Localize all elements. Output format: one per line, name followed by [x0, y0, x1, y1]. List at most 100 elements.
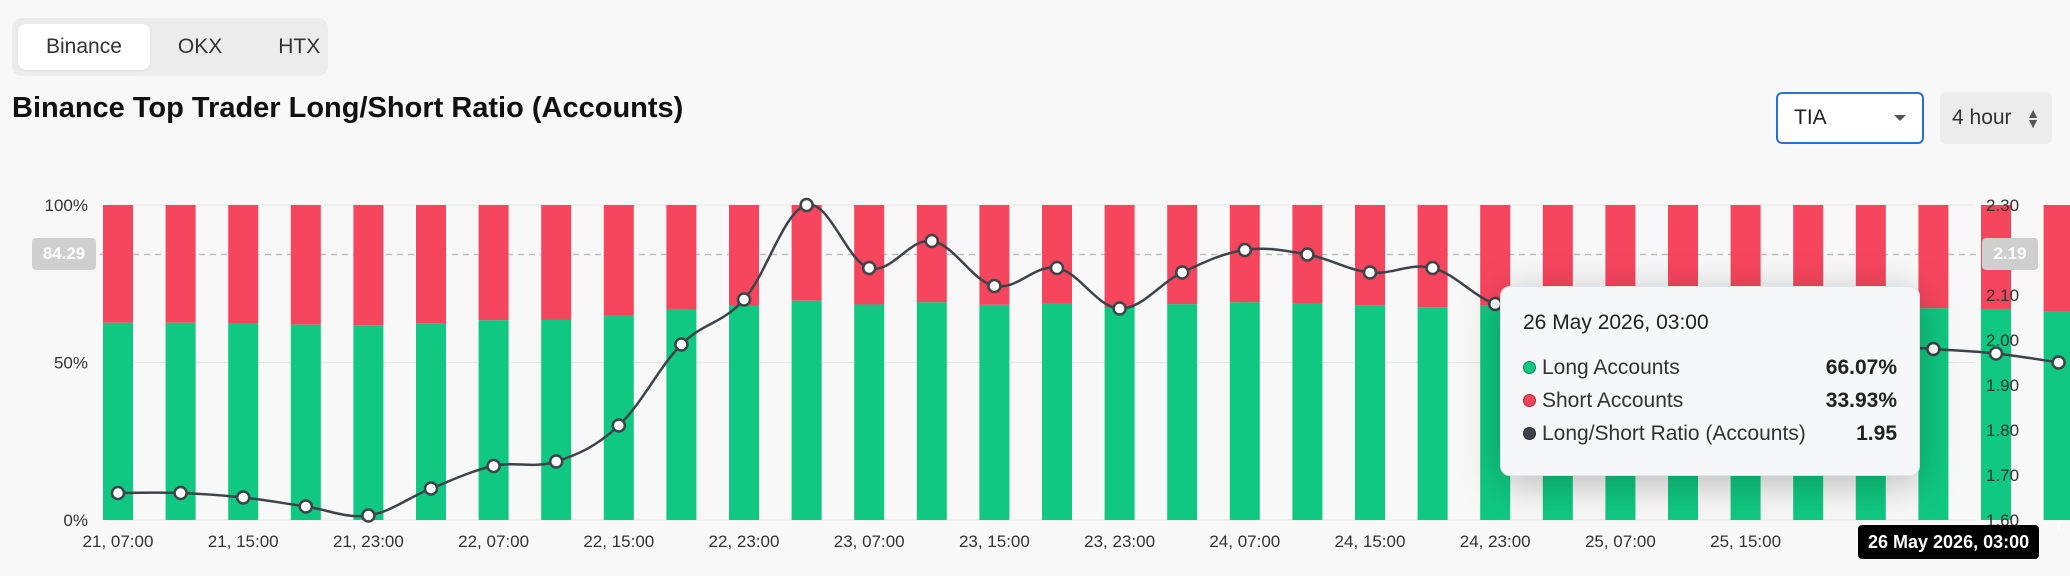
x-axis-tick-label: 25, 07:00: [1585, 532, 1656, 551]
ratio-point: [1049, 260, 1065, 276]
ratio-point: [987, 278, 1002, 294]
ratio-point: [1112, 301, 1127, 316]
ratio-point: [736, 292, 752, 307]
short-bar: [1104, 205, 1135, 309]
ratio-point: [1362, 265, 1378, 280]
long-bar: [729, 305, 759, 520]
long-bar: [979, 304, 1010, 520]
ratio-point: [1237, 242, 1253, 258]
short-bar: [541, 205, 572, 320]
tooltip-date: 26 May 2026, 03:00: [1523, 311, 1709, 334]
tooltip-row-long: Long Accounts 66.07%: [1523, 351, 1897, 384]
tooltip-value: 66.07%: [1825, 355, 1897, 379]
interval-select[interactable]: 4 hour ▲ ▼: [1940, 92, 2052, 144]
x-axis-tick-label: 22, 23:00: [709, 532, 780, 551]
long-dot-icon: [1523, 361, 1536, 374]
tab-htx[interactable]: HTX: [278, 35, 321, 58]
long-bar: [1417, 307, 1448, 520]
long-bar: [353, 325, 384, 520]
right-axis-tick-label: 2.10: [1986, 286, 2019, 305]
ratio-point: [2051, 355, 2066, 370]
x-axis-tick-label: 23, 23:00: [1084, 532, 1155, 551]
ratio-point: [799, 197, 814, 213]
ratio-point: [110, 485, 126, 501]
ratio-point: [861, 260, 877, 276]
ratio-point: [361, 508, 376, 523]
long-bar: [603, 315, 634, 520]
ratio-point: [1926, 341, 1941, 357]
ratio-dot-icon: [1523, 427, 1536, 440]
crosshair-right-value: 2.19: [1982, 238, 2038, 270]
short-bar: [165, 205, 196, 323]
short-bar: [854, 205, 885, 305]
tooltip-value: 1.95: [1856, 421, 1897, 445]
x-axis-tick-label: 24, 23:00: [1460, 532, 1531, 551]
ratio-point: [674, 337, 689, 352]
short-bar: [228, 205, 259, 324]
left-axis-tick-label: 100%: [45, 196, 88, 215]
ratio-point: [548, 454, 564, 469]
right-axis-tick-label: 2.30: [1986, 196, 2019, 215]
long-bar: [1355, 305, 1385, 520]
ratio-point: [611, 418, 627, 433]
tooltip: 26 May 2026, 03:00 Long Accounts 66.07% …: [1500, 286, 1920, 476]
ratio-point: [173, 485, 188, 501]
tab-binance[interactable]: Binance: [18, 24, 150, 70]
long-bar: [1042, 303, 1072, 520]
right-axis-tick-label: 1.90: [1986, 376, 2019, 395]
short-bar: [1417, 205, 1448, 308]
x-axis-tick-label: 21, 15:00: [208, 532, 279, 551]
ratio-point: [486, 458, 501, 474]
long-bar: [1167, 304, 1198, 520]
ratio-point: [1425, 260, 1440, 276]
x-axis-tick-label: 23, 07:00: [834, 532, 905, 551]
x-axis-tick-label: 25, 15:00: [1710, 532, 1781, 551]
x-axis-tick-label: 22, 07:00: [458, 532, 529, 551]
long-bar: [1981, 308, 2011, 520]
short-bar: [1355, 205, 1385, 306]
short-bar: [2043, 205, 2070, 312]
short-bar: [1042, 205, 1072, 304]
exchange-tabs: Binance OKX HTX: [12, 18, 328, 76]
long-bar: [1229, 302, 1260, 520]
x-axis-tick-label: 24, 07:00: [1209, 532, 1280, 551]
x-axis-tick-label: 24, 15:00: [1335, 532, 1406, 551]
x-axis-tick-label: 21, 23:00: [333, 532, 404, 551]
long-bar: [478, 320, 509, 520]
left-axis-tick-label: 50%: [54, 354, 88, 373]
x-axis-tick-label: 21, 07:00: [83, 532, 154, 551]
short-bar: [1167, 205, 1198, 305]
short-bar: [603, 205, 634, 316]
short-bar: [478, 205, 509, 321]
ratio-point: [423, 481, 439, 496]
ratio-point: [235, 490, 251, 505]
tab-okx[interactable]: OKX: [177, 35, 223, 58]
left-axis-tick-label: 0%: [63, 511, 88, 530]
ratio-point: [298, 499, 314, 514]
symbol-select-value: TIA: [1794, 106, 1827, 129]
right-axis-tick-label: 2.00: [1986, 331, 2019, 350]
tooltip-row-ratio: Long/Short Ratio (Accounts) 1.95: [1523, 417, 1897, 450]
chart-title: Binance Top Trader Long/Short Ratio (Acc…: [12, 92, 684, 124]
symbol-select[interactable]: TIA: [1776, 92, 1924, 144]
long-bar: [541, 319, 572, 520]
crosshair-left-value: 84.29: [32, 238, 96, 270]
interval-select-value: 4 hour: [1952, 106, 2012, 129]
long-bar: [290, 324, 321, 520]
chevron-up-down-icon: ▲ ▼: [2026, 105, 2040, 131]
short-bar: [729, 205, 759, 306]
right-axis-tick-label: 1.80: [1986, 421, 2019, 440]
ratio-point: [1988, 346, 2004, 361]
short-bar: [916, 205, 947, 303]
ratio-point: [924, 233, 940, 249]
long-bar: [1292, 303, 1323, 520]
tooltip-row-short: Short Accounts 33.93%: [1523, 384, 1897, 417]
ratio-point: [1174, 265, 1190, 280]
tooltip-value: 33.93%: [1825, 388, 1897, 412]
ratio-point: [1300, 247, 1315, 262]
long-bar: [1104, 308, 1135, 520]
tooltip-label: Long Accounts: [1542, 355, 1680, 379]
short-bar: [416, 205, 446, 324]
short-bar: [666, 205, 697, 310]
